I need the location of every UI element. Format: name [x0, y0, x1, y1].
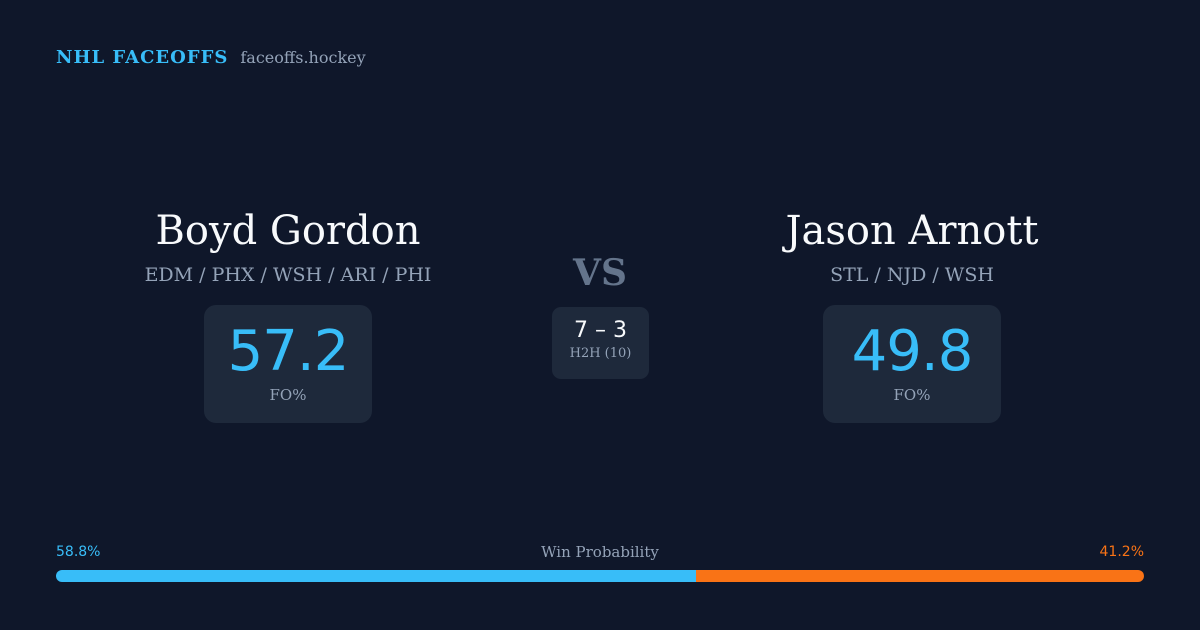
- player-left: Boyd Gordon EDM / PHX / WSH / ARI / PHI …: [28, 205, 548, 423]
- win-probability-bar-right: [695, 570, 1144, 582]
- player-right-faceoff-pct: 49.8: [851, 319, 974, 384]
- player-right-name: Jason Arnott: [785, 208, 1039, 254]
- head-to-head-score: 7 – 3: [574, 318, 627, 343]
- brand-domain: faceoffs.hockey: [240, 48, 366, 67]
- player-left-stat-card: 57.2 FO%: [204, 305, 372, 423]
- player-right-teams: STL / NJD / WSH: [830, 264, 994, 286]
- head-to-head-label: H2H (10): [569, 346, 632, 361]
- win-probability-title: Win Probability: [541, 543, 659, 561]
- win-probability-bar: [56, 570, 1144, 582]
- win-probability-bar-left: [56, 570, 696, 582]
- brand-header: NHL FACEOFFS faceoffs.hockey: [56, 47, 366, 68]
- player-right: Jason Arnott STL / NJD / WSH 49.8 FO%: [652, 205, 1172, 423]
- versus-label: VS: [573, 252, 627, 294]
- player-right-stat-label: FO%: [893, 386, 931, 404]
- win-probability-left: 58.8%: [56, 544, 101, 560]
- player-right-stat-card: 49.8 FO%: [823, 305, 1001, 423]
- player-left-stat-label: FO%: [269, 386, 307, 404]
- head-to-head-card: 7 – 3 H2H (10): [552, 307, 649, 379]
- win-probability-right: 41.2%: [1099, 544, 1144, 560]
- player-left-faceoff-pct: 57.2: [227, 319, 350, 384]
- player-left-name: Boyd Gordon: [155, 208, 421, 254]
- brand-title: NHL FACEOFFS: [56, 47, 229, 68]
- player-left-teams: EDM / PHX / WSH / ARI / PHI: [144, 264, 432, 286]
